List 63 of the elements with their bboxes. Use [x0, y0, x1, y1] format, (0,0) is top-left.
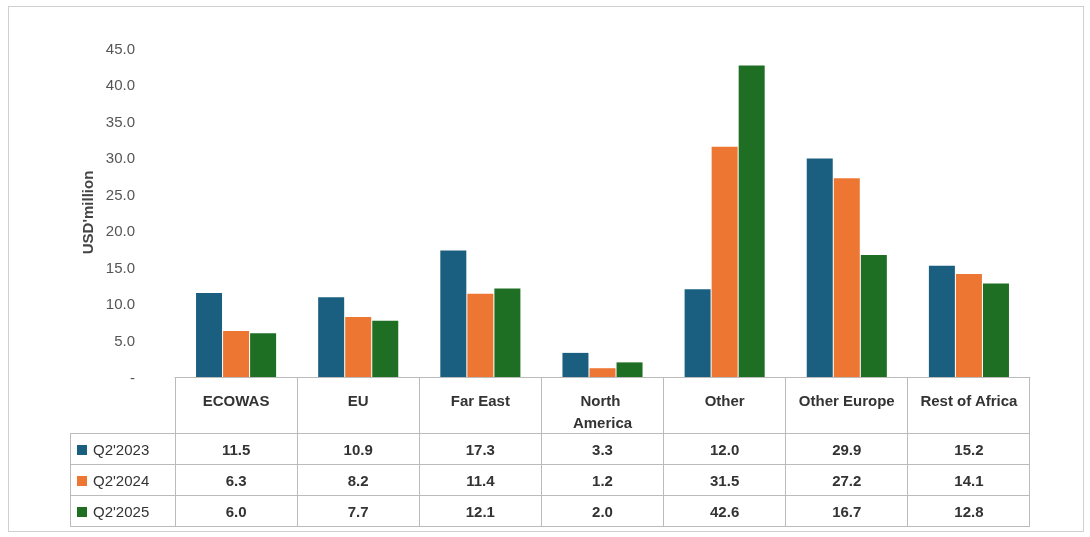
data-label: 11.4: [419, 464, 542, 496]
data-label: 8.2: [297, 464, 420, 496]
data-label: 12.1: [419, 495, 542, 527]
data-label: 12.0: [663, 433, 786, 465]
y-tick-label: 20.0: [105, 222, 135, 240]
x-tick-label: Far East: [450, 391, 510, 409]
legend-label: Q2'2023: [70, 433, 175, 465]
bar: [589, 368, 616, 377]
data-label: 1.2: [541, 464, 664, 496]
data-label: 27.2: [785, 464, 908, 496]
data-label: 6.3: [175, 464, 298, 496]
bar: [684, 289, 711, 377]
x-tick-label: Rest of Africa: [920, 391, 1019, 409]
bar: [562, 352, 589, 377]
bar: [833, 178, 860, 377]
x-tick-label: ECOWAS: [202, 391, 270, 409]
bar: [982, 283, 1009, 377]
y-tick-label: 10.0: [105, 295, 135, 313]
data-label: 3.3: [541, 433, 664, 465]
bar: [928, 265, 955, 377]
bar: [494, 288, 521, 377]
x-tick-label: Other Europe: [798, 391, 895, 409]
y-tick-label: 30.0: [105, 149, 135, 167]
y-tick-label: 5.0: [114, 331, 135, 349]
legend-label: Q2'2025: [70, 495, 175, 527]
data-label: 29.9: [785, 433, 908, 465]
bar: [440, 250, 467, 377]
bar: [196, 292, 223, 377]
bar: [250, 333, 277, 377]
data-label: 31.5: [663, 464, 786, 496]
y-tick-label: 25.0: [105, 185, 135, 203]
x-tick-label: EU: [347, 391, 369, 409]
data-label: 11.5: [175, 433, 298, 465]
bar: [467, 293, 494, 377]
bar: [318, 297, 345, 377]
y-tick-label: 40.0: [105, 76, 135, 94]
bar: [372, 320, 399, 377]
bar: [860, 254, 887, 377]
bar: [738, 65, 765, 377]
data-label: 14.1: [907, 464, 1030, 496]
bar: [345, 317, 372, 377]
data-label: 12.8: [907, 495, 1030, 527]
x-tick-label: Other: [704, 391, 745, 409]
y-axis-title: USD'million: [78, 170, 96, 255]
y-tick-label: 15.0: [105, 258, 135, 276]
y-tick-label: 45.0: [105, 39, 135, 57]
bar: [955, 273, 982, 377]
y-tick-label: -: [130, 368, 135, 386]
bar: [223, 330, 250, 377]
data-label: 6.0: [175, 495, 298, 527]
data-label: 16.7: [785, 495, 908, 527]
bar: [616, 362, 643, 377]
x-tick-label: North America: [572, 391, 633, 431]
data-label: 15.2: [907, 433, 1030, 465]
y-tick-label: 35.0: [105, 112, 135, 130]
data-label: 42.6: [663, 495, 786, 527]
legend-label: Q2'2024: [70, 464, 175, 496]
data-label: 7.7: [297, 495, 420, 527]
data-label: 2.0: [541, 495, 664, 527]
bar: [711, 146, 738, 377]
data-label: 10.9: [297, 433, 420, 465]
data-label: 17.3: [419, 433, 542, 465]
bar: [806, 158, 833, 377]
